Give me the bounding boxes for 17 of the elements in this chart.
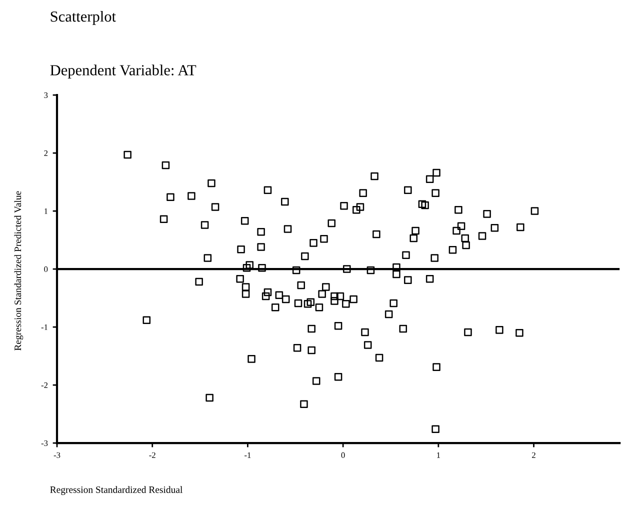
x-tick-label: 0 xyxy=(341,452,345,458)
y-tick-label: -2 xyxy=(41,382,48,388)
x-tick-label: 2 xyxy=(532,452,536,458)
y-tick-label: 1 xyxy=(44,208,48,214)
x-tick-label: -1 xyxy=(244,452,251,458)
x-axis-title: Regression Standardized Residual xyxy=(50,486,182,495)
y-tick-label: -3 xyxy=(41,440,48,446)
x-tick-label: 1 xyxy=(437,452,440,458)
x-tick-label: -3 xyxy=(54,452,60,458)
y-tick-label: 3 xyxy=(44,92,48,98)
chart-subtitle: Dependent Variable: AT xyxy=(50,64,196,78)
y-axis-title: Regression Standardized Predicted Value xyxy=(14,191,24,351)
y-tick-label: 0 xyxy=(44,266,48,272)
chart-title: Scatterplot xyxy=(50,10,116,25)
y-tick-label: -1 xyxy=(41,324,48,330)
x-tick-label: -2 xyxy=(149,452,156,458)
y-tick-label: 2 xyxy=(44,150,48,156)
